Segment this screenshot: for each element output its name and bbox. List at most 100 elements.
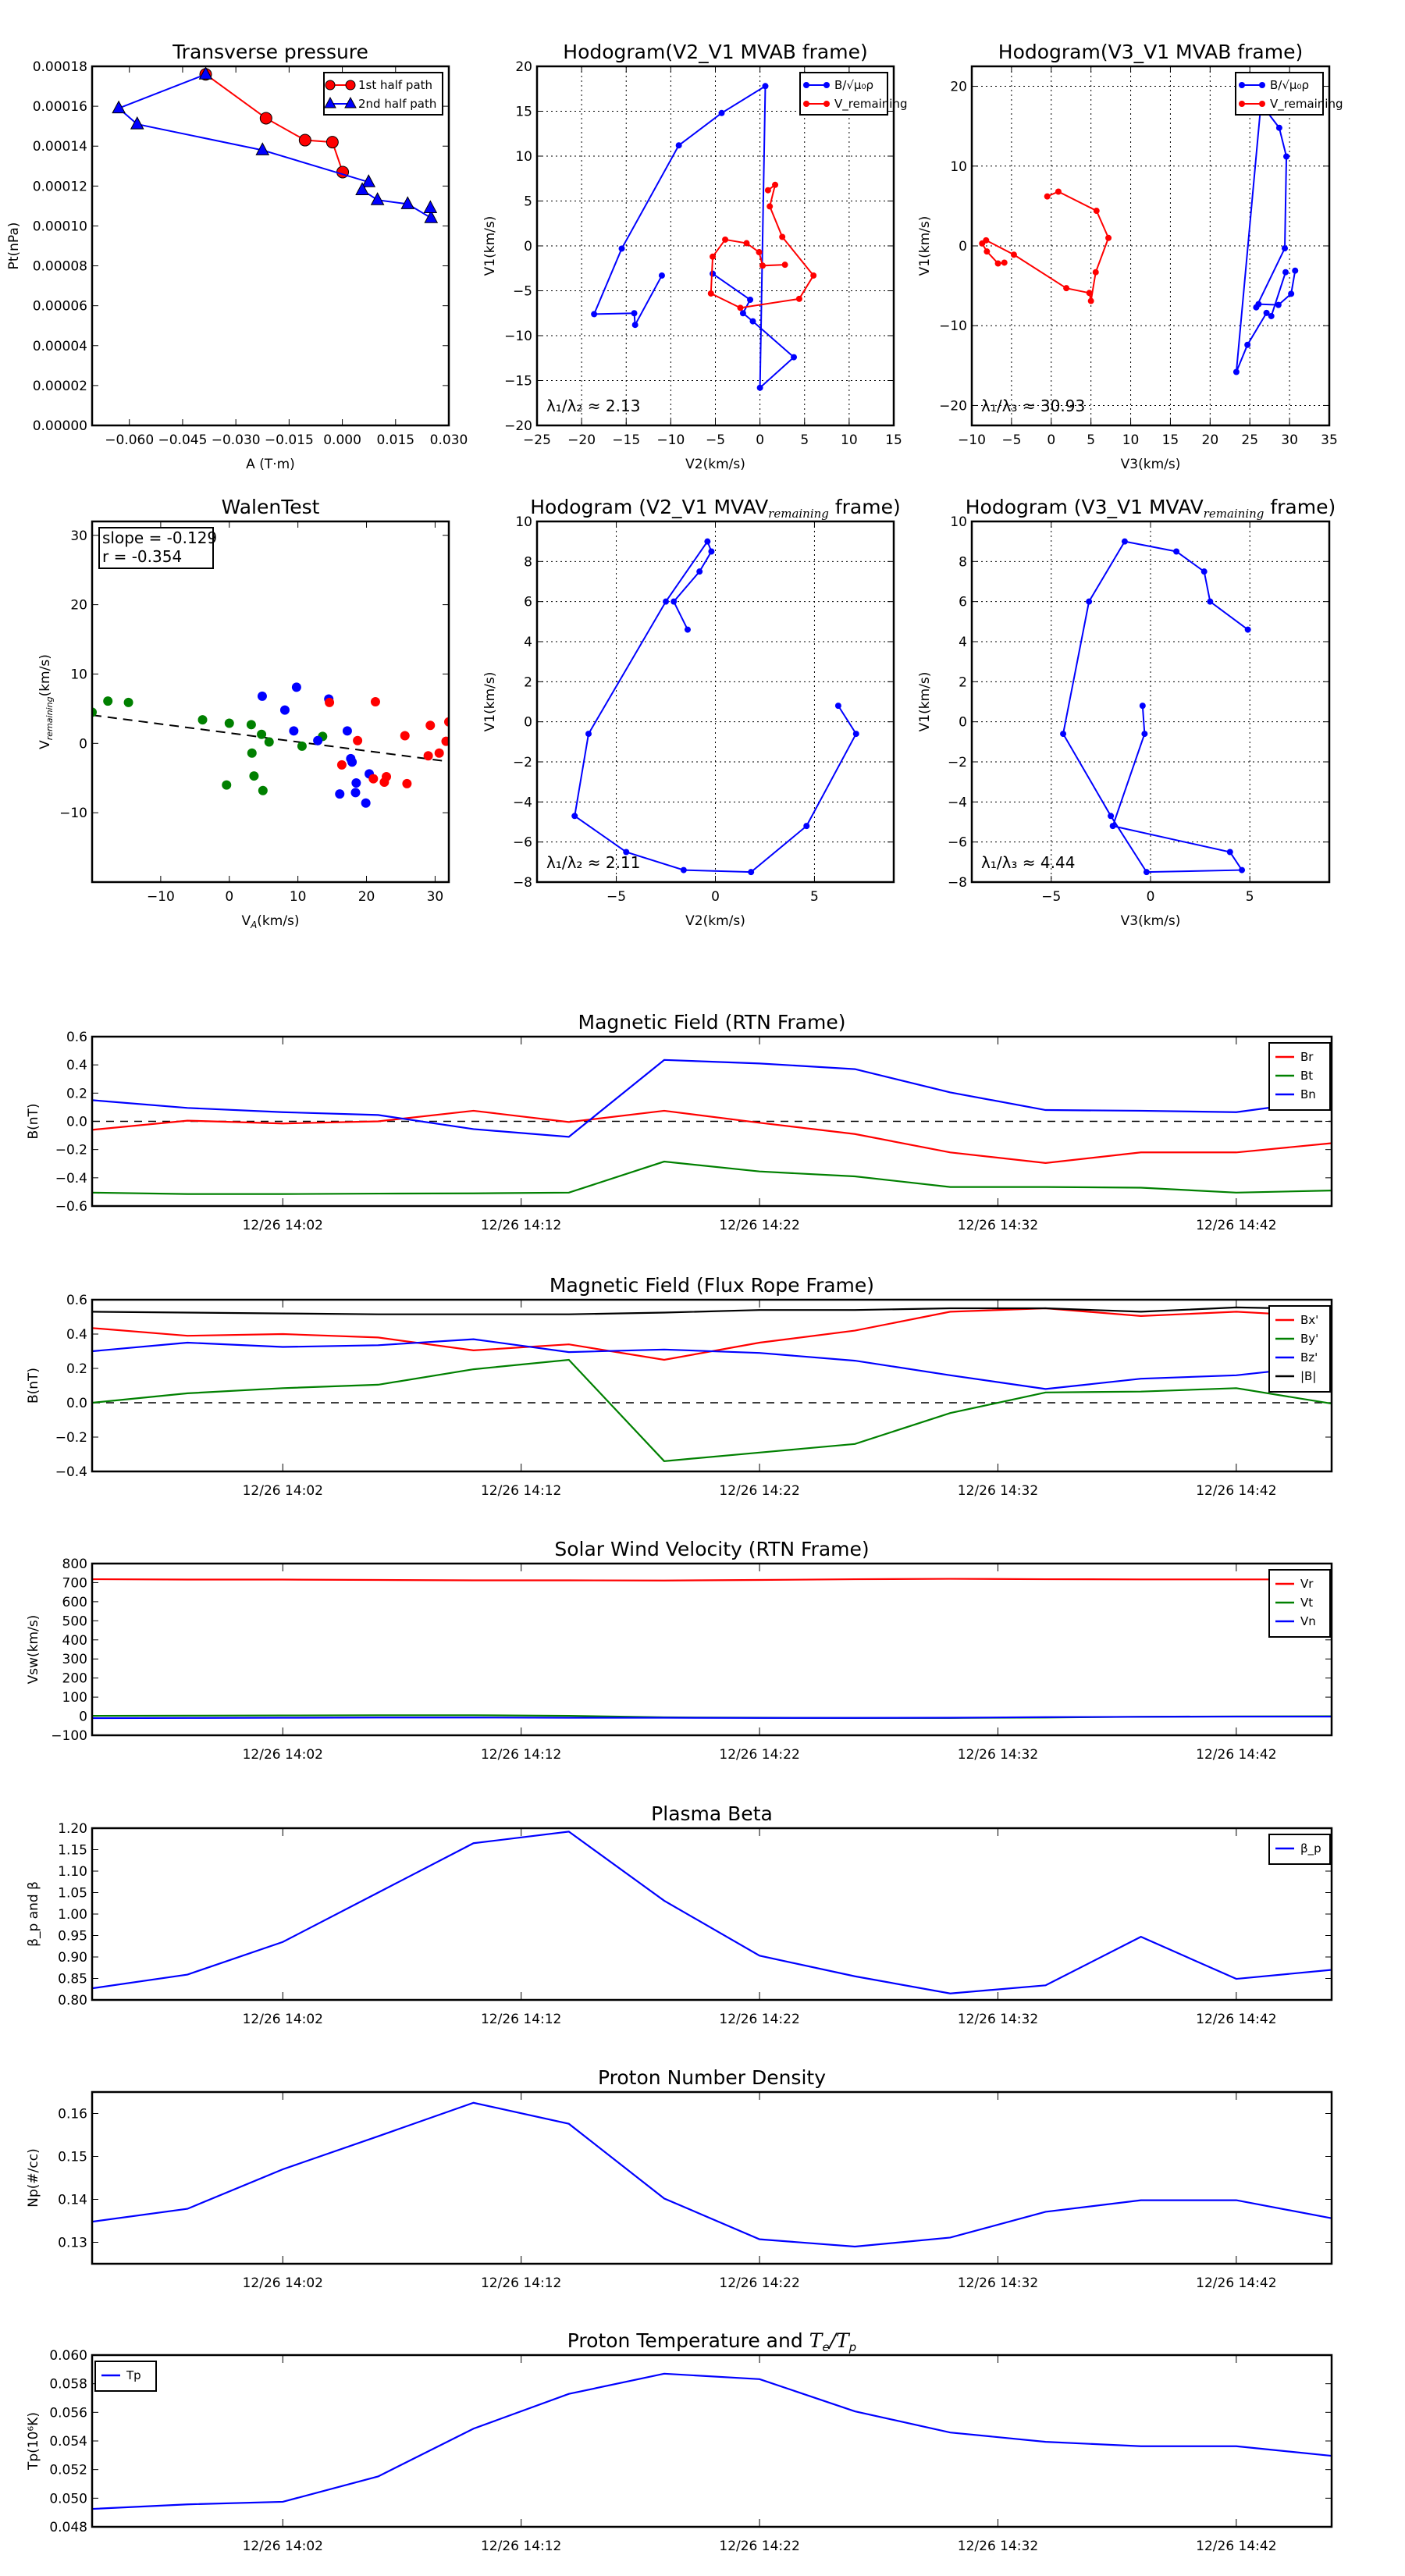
x-tick-label: −10 xyxy=(147,889,175,905)
y-axis-label: V1(km/s) xyxy=(482,672,498,732)
data-point xyxy=(424,210,439,223)
data-point xyxy=(298,133,311,147)
data-point xyxy=(1093,208,1100,215)
y-tick-label: 8 xyxy=(959,554,967,570)
x-tick-label: 12/26 14:02 xyxy=(243,1747,323,1763)
y-tick-label: 800 xyxy=(62,1557,87,1572)
x-tick-label: 12/26 14:42 xyxy=(1196,1747,1276,1763)
series-line-by xyxy=(91,1358,1332,1462)
data-point xyxy=(1087,297,1094,304)
chart-hodogram-v2-v1-mvav: Hodogram (V2_V1 MVAVremaining frame) −5 0 5… xyxy=(482,496,901,929)
x-tick-label: 12/26 14:12 xyxy=(481,2275,561,2291)
data-point xyxy=(1282,269,1289,276)
y-tick-label: 0 xyxy=(79,1710,87,1725)
chart-title: Solar Wind Velocity (RTN Frame) xyxy=(554,1538,869,1560)
data-point xyxy=(130,116,144,130)
data-point xyxy=(779,233,786,240)
data-point xyxy=(224,718,234,728)
y-tick-label: 0.00010 xyxy=(33,219,87,234)
y-tick-label: 0.0 xyxy=(66,1396,87,1411)
y-axis-label: B(nT) xyxy=(26,1368,41,1404)
data-point xyxy=(325,697,335,707)
x-tick-label: 0 xyxy=(1047,432,1055,448)
y-tick-label: 400 xyxy=(62,1633,87,1649)
series-line-0 xyxy=(574,539,857,873)
x-axis-label: V3(km/s) xyxy=(1121,913,1181,929)
data-point xyxy=(368,774,379,784)
y-tick-label: 20 xyxy=(950,80,967,95)
data-point xyxy=(1108,813,1115,820)
legend-label: Bz' xyxy=(1300,1350,1318,1364)
legend-label: Vn xyxy=(1300,1614,1316,1628)
eigenvalue-ratio-annotation: λ₁/λ₃ ≈ 30.93 xyxy=(981,397,1085,415)
data-point xyxy=(279,705,290,715)
axes-frame xyxy=(91,1035,1333,1208)
series-line-0 xyxy=(205,73,343,173)
data-point xyxy=(852,731,859,738)
chart-title: WalenTest xyxy=(222,496,320,518)
data-point xyxy=(289,726,299,736)
x-tick-label: 0 xyxy=(225,889,233,905)
chart-proton-number-density: Proton Number Density 12/26 14:02 12/26 14… xyxy=(26,2066,1333,2291)
data-point xyxy=(1283,153,1290,160)
legend-marker xyxy=(324,96,336,109)
eigenvalue-ratio-annotation: λ₁/λ₂ ≈ 2.13 xyxy=(546,397,640,415)
y-tick-label: −4 xyxy=(948,795,967,810)
chart-title: Proton Number Density xyxy=(598,2066,826,2089)
data-point xyxy=(112,100,126,114)
series-line-b xyxy=(91,1306,1332,1315)
data-point xyxy=(1275,301,1282,308)
x-tick-label: 12/26 14:22 xyxy=(719,2275,799,2291)
x-tick-label: 12/26 14:02 xyxy=(243,2275,323,2291)
data-point xyxy=(1141,731,1148,738)
legend-label: B/√μ₀ρ xyxy=(834,78,873,92)
data-point xyxy=(1044,193,1051,200)
stats-line: slope = -0.129 xyxy=(102,528,217,547)
data-point xyxy=(762,83,769,90)
y-tick-label: −10 xyxy=(939,318,967,334)
x-tick-label: 10 xyxy=(1122,432,1140,448)
x-tick-label: 12/26 14:22 xyxy=(719,1483,799,1499)
chart-title: Proton Temperature and Te/Tp xyxy=(567,2329,856,2354)
data-point xyxy=(772,181,779,188)
data-point xyxy=(983,237,990,244)
series-line-0 xyxy=(1062,540,1249,873)
legend-label: 1st half path xyxy=(358,78,432,92)
data-point xyxy=(675,142,682,149)
chart-hodogram-v2-v1-mvab: Hodogram(V2_V1 MVAB frame)−25 −20 −15 −10 −5… xyxy=(482,41,908,472)
series-line-bz xyxy=(91,1338,1332,1390)
y-tick-label: 200 xyxy=(62,1671,87,1687)
y-tick-label: 0 xyxy=(524,715,532,731)
data-point xyxy=(756,384,763,391)
data-point xyxy=(123,697,133,707)
x-tick-label: −15 xyxy=(612,432,640,448)
y-tick-label: 10 xyxy=(515,149,532,165)
x-axis-label: V2(km/s) xyxy=(685,913,745,929)
chart-title: Hodogram (V2_V1 MVAVremaining frame) xyxy=(530,496,901,521)
data-point xyxy=(781,262,788,269)
data-point xyxy=(246,720,256,730)
y-tick-label: 2 xyxy=(959,674,967,690)
data-point xyxy=(350,788,361,798)
y-tick-label: −10 xyxy=(504,329,532,344)
y-tick-label: 0.13 xyxy=(58,2236,87,2251)
axes-frame xyxy=(91,65,450,427)
data-point xyxy=(355,182,369,195)
x-tick-label: −5 xyxy=(606,889,626,905)
y-tick-label: 0 xyxy=(959,239,967,254)
data-point xyxy=(444,717,449,727)
series-line-bn xyxy=(91,1059,1332,1138)
data-point xyxy=(370,192,385,205)
y-tick-label: 600 xyxy=(62,1595,87,1610)
legend-label: Tp xyxy=(126,2368,141,2382)
legend-label: Bn xyxy=(1300,1087,1316,1101)
x-tick-label: 0 xyxy=(1147,889,1155,905)
y-tick-label: −0.6 xyxy=(55,1199,87,1215)
x-tick-label: 5 xyxy=(810,889,819,905)
chart-title: Transverse pressure xyxy=(172,41,368,63)
y-tick-label: 0.058 xyxy=(49,2377,87,2393)
y-tick-label: 0.00016 xyxy=(33,99,87,115)
y-tick-label: 0.2 xyxy=(66,1086,87,1101)
data-point xyxy=(423,751,433,761)
